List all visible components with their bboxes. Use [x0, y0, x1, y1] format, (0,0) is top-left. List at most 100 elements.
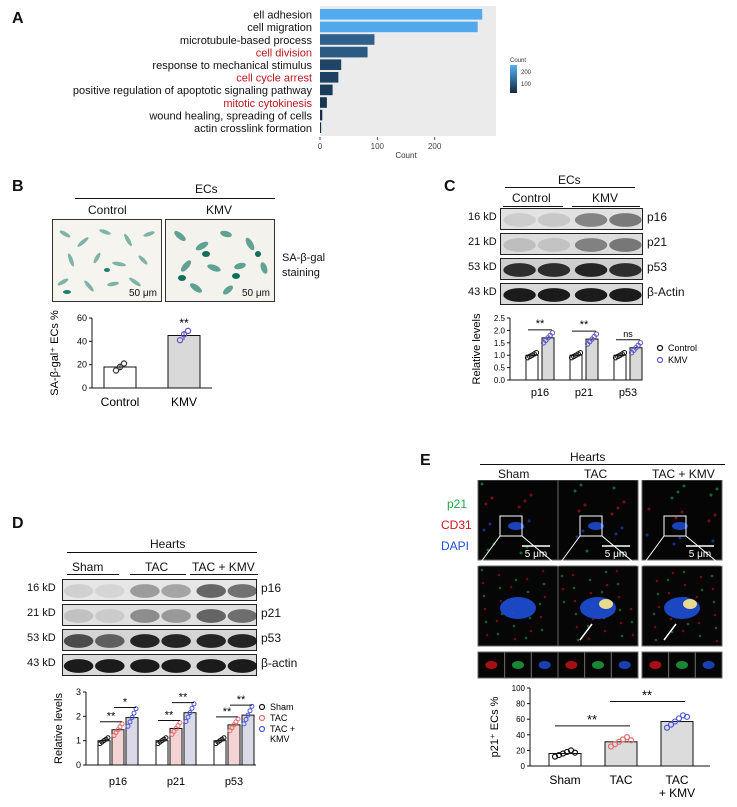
- blot-band: [609, 213, 642, 227]
- go-term-label: wound healing, spreading of cells: [148, 110, 312, 122]
- zoom-connector: [685, 535, 723, 567]
- if-signal-dot: [517, 505, 521, 509]
- blot-lanes: [63, 584, 258, 598]
- if-signal-dot: [707, 519, 711, 523]
- western-blot-band-0: [500, 208, 643, 230]
- group-line-e: [480, 464, 725, 465]
- condition-line-d-sham: [67, 574, 119, 575]
- if-signal-dot: [542, 582, 546, 586]
- significance-label: **: [642, 688, 652, 703]
- blot-band: [574, 263, 608, 277]
- panel-label-e: E: [420, 452, 431, 469]
- data-point: [221, 735, 227, 741]
- bar: [169, 728, 183, 766]
- if-signal-dot: [496, 632, 500, 636]
- if-signal-dot: [541, 569, 545, 573]
- blot-band: [574, 238, 608, 252]
- x-tick-label: TAC: [609, 773, 632, 787]
- y-tick-label: 0: [521, 762, 526, 771]
- blot-band: [95, 634, 125, 648]
- y-tick-label: 3: [76, 687, 81, 697]
- blot-lanes: [63, 609, 258, 623]
- protein-label-2: p53: [261, 631, 282, 645]
- if-signal-dot: [527, 519, 531, 523]
- if-signal-dot: [575, 535, 579, 539]
- if-signal-dot: [561, 587, 565, 591]
- if-signal-dot: [605, 583, 609, 587]
- western-blot-band-1: [62, 604, 258, 626]
- condition-label-c-control: Control: [512, 191, 551, 205]
- channel-signal: [702, 661, 715, 669]
- bar: [213, 740, 227, 766]
- y-tick-label: 1: [76, 736, 81, 746]
- go-term-label: cell migration: [247, 22, 312, 34]
- data-point: [183, 718, 189, 724]
- if-signal-dot: [519, 551, 523, 555]
- blot-lanes: [63, 634, 258, 648]
- group-label-b: ECs: [195, 182, 218, 196]
- x-tick-label: + KMV: [659, 786, 695, 800]
- if-signal-dot: [656, 592, 660, 596]
- significance-label: **: [179, 316, 189, 330]
- x-tick-label: TAC: [665, 773, 688, 787]
- zoom-connector: [477, 535, 501, 567]
- zoom-box: [663, 515, 687, 537]
- go-bar: [320, 34, 375, 45]
- blot-band: [130, 659, 160, 673]
- if-signal-dot: [509, 585, 513, 589]
- if-signal-dot: [671, 571, 675, 575]
- blot-band: [227, 584, 258, 598]
- blot-band: [95, 584, 125, 598]
- staining-caption: SA-β-gal staining: [282, 251, 325, 281]
- x-tick-label: KMV: [171, 395, 197, 409]
- kd-marker-0: 16 kD: [27, 582, 56, 594]
- western-blot-band-3: [500, 283, 643, 305]
- blot-band: [63, 659, 94, 673]
- if-signal-dot: [713, 613, 717, 617]
- if-signal-dot: [698, 634, 702, 638]
- if-signal-dot: [529, 629, 533, 633]
- data-point: [249, 703, 255, 709]
- blot-band: [196, 659, 226, 673]
- x-tick-label: Control: [101, 395, 140, 409]
- blot-band: [227, 609, 258, 623]
- significance-label: **: [165, 710, 174, 722]
- if-signal-dot: [678, 536, 682, 540]
- if-signal-dot: [480, 568, 484, 572]
- if-signal-dot: [711, 587, 715, 591]
- if-signal-dot: [484, 502, 488, 506]
- if-signal-dot: [680, 510, 684, 514]
- kd-marker-3: 43 kD: [468, 286, 497, 298]
- if-signal-dot: [714, 626, 718, 630]
- nucleus: [508, 522, 524, 530]
- blot-band: [196, 609, 226, 623]
- x-tick-label: p16: [531, 387, 549, 399]
- blot-band: [130, 584, 160, 598]
- y-tick-label: 40: [77, 336, 87, 346]
- data-point: [105, 735, 111, 741]
- y-axis-label: Relative levels: [53, 693, 65, 764]
- data-point: [533, 350, 540, 356]
- legend-label: Sham: [270, 702, 294, 712]
- y-tick-label: 60: [77, 313, 87, 323]
- bar: [660, 721, 694, 767]
- y-tick-label: 60: [516, 715, 525, 724]
- panel-c-relative-levels-chart: 0.0 0.5 1.0 1.5 2.0 2.5 Relative levels p16 ** p2…: [471, 313, 697, 399]
- scale-bar-label-kmv: 50 μm: [242, 288, 270, 299]
- blot-band: [95, 609, 125, 623]
- go-legend-title: Count: [510, 58, 526, 64]
- go-x-tick-label: 200: [428, 142, 442, 151]
- if-signal-dot: [667, 591, 671, 595]
- nucleus: [672, 522, 688, 530]
- bar: [167, 335, 201, 389]
- if-signal-dot: [577, 509, 581, 513]
- if-signal-dot: [674, 516, 678, 520]
- protein-label-1: p21: [647, 235, 668, 249]
- x-tick-label: p16: [109, 776, 127, 788]
- channel-label-p21: p21: [447, 497, 468, 511]
- if-signal-dot: [630, 620, 634, 624]
- y-tick-label: 100: [512, 684, 526, 693]
- if-signal-dot: [560, 574, 564, 578]
- condition-label-e-tac: TAC: [584, 467, 608, 481]
- if-signal-dot: [589, 591, 593, 595]
